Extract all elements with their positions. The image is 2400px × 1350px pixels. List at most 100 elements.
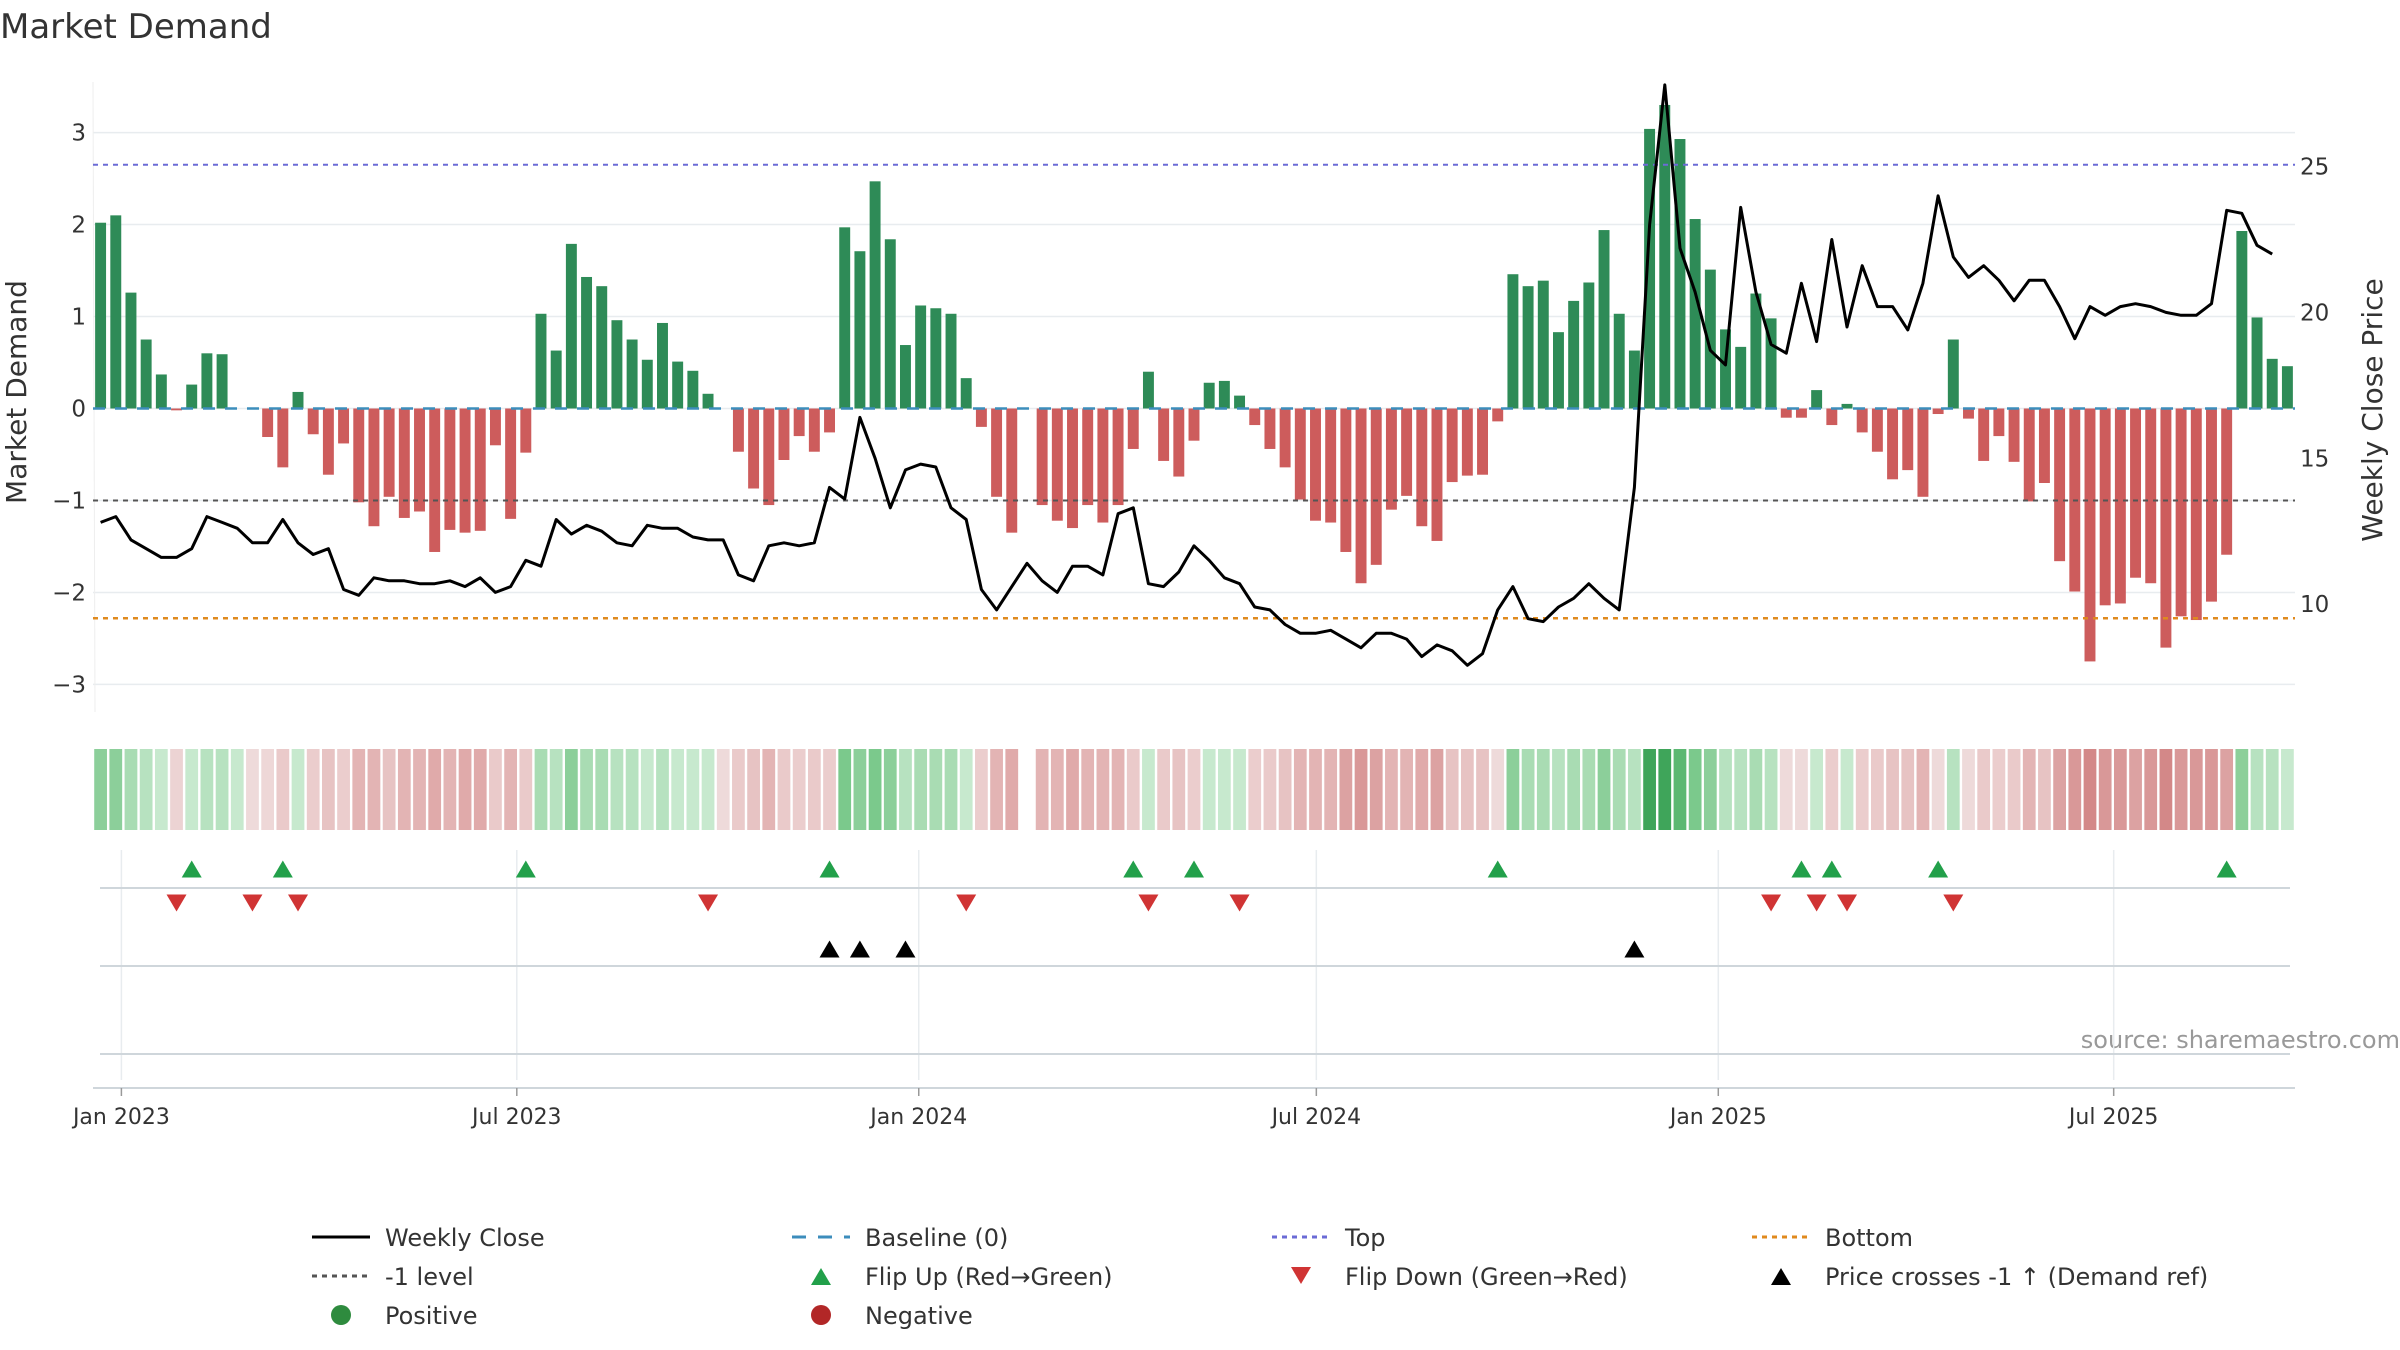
heat-cell — [1035, 749, 1049, 830]
demand-bar-positive — [1613, 313, 1625, 409]
demand-bar-negative — [1917, 408, 1929, 497]
demand-bar-negative — [383, 408, 395, 497]
heat-cell — [1020, 749, 1034, 830]
demand-bar-negative — [338, 408, 350, 444]
heat-cell — [1172, 749, 1186, 830]
heat-cell — [671, 749, 685, 830]
heat-cell — [747, 749, 760, 830]
heat-cell — [732, 749, 745, 830]
heat-cell — [640, 749, 654, 830]
heat-cell — [1552, 749, 1565, 830]
demand-bar-positive — [1537, 280, 1549, 409]
flip-up-marker — [1123, 860, 1144, 878]
heat-cell — [838, 749, 852, 830]
heat-cell — [306, 749, 320, 830]
heat-cell — [1703, 749, 1717, 830]
demand-bar-positive — [1735, 346, 1747, 409]
demand-bar-negative — [1112, 408, 1124, 506]
heat-cell — [185, 749, 199, 830]
demand-bar-positive — [1218, 380, 1230, 409]
flip-up-marker — [1821, 860, 1842, 878]
flip-down-marker — [956, 894, 977, 912]
demand-bar-negative — [1082, 408, 1094, 506]
demand-bar-negative — [474, 408, 486, 531]
demand-bar-positive — [110, 215, 122, 409]
signal-markers — [166, 860, 2237, 958]
heat-cell — [291, 749, 305, 830]
demand-bar-positive — [626, 339, 638, 409]
heat-cell — [2144, 749, 2158, 830]
flip-down-marker — [698, 894, 719, 912]
demand-bar-negative — [763, 408, 775, 506]
demand-bar-positive — [1720, 329, 1731, 409]
demand-bar-negative — [1477, 408, 1489, 475]
heat-cell — [1628, 749, 1641, 830]
heat-cell — [1050, 749, 1064, 830]
price-cross-marker — [819, 940, 840, 958]
demand-bar-positive — [186, 384, 198, 409]
demand-bar-positive — [1644, 128, 1656, 409]
heat-cell — [2174, 749, 2188, 830]
demand-bar-negative — [1492, 408, 1504, 422]
x-tick-label: Jan 2025 — [1668, 1105, 1767, 1130]
heat-cell — [397, 749, 411, 830]
heat-cell — [94, 749, 107, 830]
heat-cell — [1263, 749, 1277, 830]
flip-down-marker — [166, 894, 187, 912]
heat-cell — [1931, 749, 1945, 830]
heat-cell — [1400, 749, 1413, 830]
demand-bar-positive — [1553, 332, 1564, 409]
demand-bar-positive — [292, 391, 304, 409]
demand-bar-negative — [2099, 408, 2111, 606]
heat-cell — [1293, 749, 1307, 830]
heat-cell — [883, 749, 897, 830]
heat-cell — [2129, 749, 2142, 830]
demand-bar-negative — [1401, 408, 1413, 496]
heat-cell — [458, 749, 472, 830]
heat-cell — [489, 749, 502, 830]
x-tick-label: Jul 2024 — [1270, 1105, 1362, 1130]
demand-bar-positive — [2251, 317, 2263, 409]
left-axis-spine — [92, 81, 96, 713]
flip-up-marker — [181, 860, 202, 878]
demand-bar-negative — [1249, 408, 1261, 426]
heat-cell — [139, 749, 153, 830]
demand-bar-negative — [748, 408, 760, 489]
demand-bar-negative — [459, 408, 471, 533]
demand-bar-positive — [201, 353, 213, 409]
demand-bar-negative — [1963, 408, 1974, 419]
heat-cell — [1324, 749, 1338, 830]
heat-cell — [564, 749, 578, 830]
x-axis-ticks: Jan 2023 Jul 2023 Jan 2024 Jul 2024 Jan 2025… — [71, 1088, 2158, 1130]
heat-cell — [1992, 749, 2006, 830]
left-tick-label: −3 — [52, 672, 86, 698]
demand-bar-positive — [1522, 286, 1534, 409]
heat-cell — [2220, 749, 2234, 830]
demand-bar-negative — [1264, 408, 1276, 449]
heat-cell — [428, 749, 442, 830]
demand-bar-negative — [2160, 408, 2172, 648]
demand-bar-negative — [171, 408, 182, 411]
demand-bar-positive — [611, 320, 623, 409]
legend-label: Negative — [865, 1302, 973, 1330]
flip-up-marker — [1791, 860, 1812, 878]
weekly-close-path — [100, 83, 2273, 667]
demand-bar-negative — [1036, 408, 1048, 506]
heat-cell — [1871, 749, 1884, 830]
heat-cell — [504, 749, 517, 830]
right-tick-label: 15 — [2300, 446, 2329, 472]
heat-cell — [519, 749, 533, 830]
demand-bar-positive — [1659, 104, 1671, 409]
demand-bar-positive — [216, 354, 228, 409]
heat-cell — [261, 749, 275, 830]
demand-bar-positive — [1811, 390, 1823, 409]
heat-cell — [1825, 749, 1839, 830]
heat-cell — [1779, 749, 1793, 830]
demand-bar-positive — [687, 370, 699, 409]
heat-cell — [1445, 749, 1459, 830]
demand-bar-negative — [2190, 408, 2202, 621]
demand-bar-negative — [2145, 408, 2157, 584]
demand-bar-negative — [489, 408, 501, 446]
right-axis-label: Weekly Close Price — [2356, 278, 2389, 541]
heat-cell — [807, 749, 821, 830]
